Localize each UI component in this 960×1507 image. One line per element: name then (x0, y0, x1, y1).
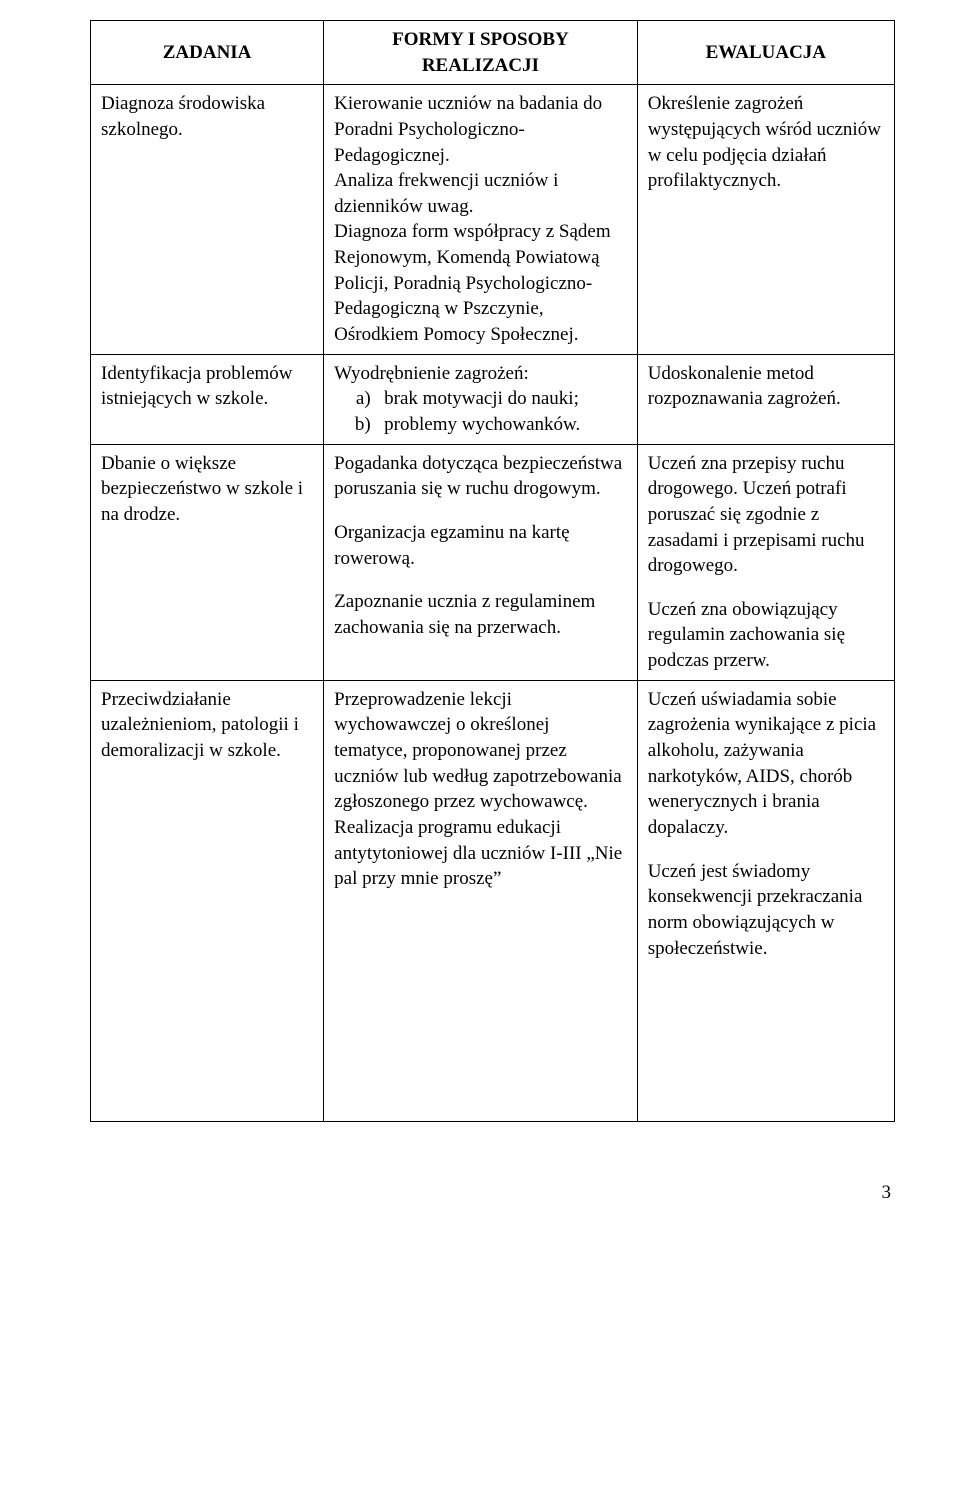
formy-paragraph: Organizacja egzaminu na kartę rowerową. (334, 520, 627, 571)
ewal-paragraph: Uczeń uświadamia sobie zagrożenia wynika… (648, 687, 884, 841)
table-row: Identyfikacja problemów istniejących w s… (91, 354, 895, 444)
table-row: Diagnoza środowiska szkolnego. Kierowani… (91, 85, 895, 354)
cell-zadania: Diagnoza środowiska szkolnego. (91, 85, 324, 354)
cell-formy: Pogadanka dotycząca bezpieczeństwa porus… (324, 444, 638, 680)
cell-ewaluacja: Uczeń zna przepisy ruchu drogowego. Ucze… (637, 444, 894, 680)
table-header-row: ZADANIA FORMY I SPOSOBY REALIZACJI EWALU… (91, 21, 895, 85)
ewal-paragraph: Uczeń jest świadomy konsekwencji przekra… (648, 859, 884, 962)
formy-lead: Wyodrębnienie zagrożeń: (334, 361, 627, 387)
header-ewaluacja: EWALUACJA (637, 21, 894, 85)
document-table: ZADANIA FORMY I SPOSOBY REALIZACJI EWALU… (90, 20, 895, 1122)
formy-paragraph: Zapoznanie ucznia z regulaminem zachowan… (334, 589, 627, 640)
cell-ewaluacja: Uczeń uświadamia sobie zagrożenia wynika… (637, 680, 894, 1121)
page-number: 3 (90, 1182, 895, 1204)
cell-formy: Przeprowadzenie lekcji wychowawczej o ok… (324, 680, 638, 1121)
table-row: Dbanie o większe bezpieczeństwo w szkole… (91, 444, 895, 680)
cell-ewaluacja: Udoskonalenie metod rozpoznawania zagroż… (637, 354, 894, 444)
cell-ewaluacja: Określenie zagrożeń występujących wśród … (637, 85, 894, 354)
formy-sublist: brak motywacji do nauki; problemy wychow… (334, 386, 627, 437)
list-item: problemy wychowanków. (380, 412, 627, 438)
table-row: Przeciwdziałanie uzależnieniom, patologi… (91, 680, 895, 1121)
cell-zadania: Przeciwdziałanie uzależnieniom, patologi… (91, 680, 324, 1121)
cell-zadania: Dbanie o większe bezpieczeństwo w szkole… (91, 444, 324, 680)
list-item: brak motywacji do nauki; (380, 386, 627, 412)
cell-zadania: Identyfikacja problemów istniejących w s… (91, 354, 324, 444)
header-formy: FORMY I SPOSOBY REALIZACJI (324, 21, 638, 85)
ewal-paragraph: Uczeń zna obowiązujący regulamin zachowa… (648, 597, 884, 674)
ewal-paragraph: Uczeń zna przepisy ruchu drogowego. Ucze… (648, 451, 884, 579)
header-zadania: ZADANIA (91, 21, 324, 85)
cell-formy: Wyodrębnienie zagrożeń: brak motywacji d… (324, 354, 638, 444)
formy-paragraph: Pogadanka dotycząca bezpieczeństwa porus… (334, 451, 627, 502)
cell-formy: Kierowanie uczniów na badania do Poradni… (324, 85, 638, 354)
